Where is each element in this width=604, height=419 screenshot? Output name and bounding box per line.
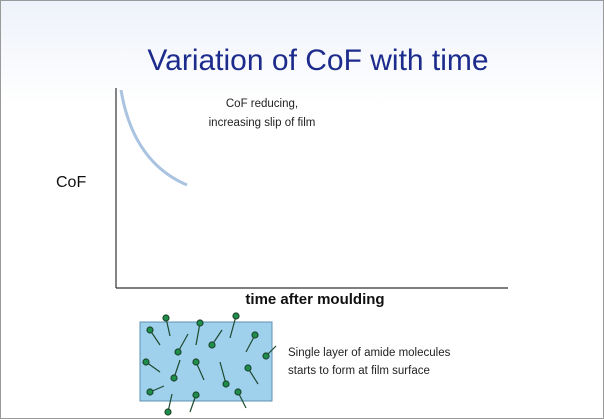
caption-line: Single layer of amide molecules bbox=[288, 347, 451, 359]
y-axis-label: CoF bbox=[56, 174, 86, 191]
film-illustration bbox=[140, 313, 276, 415]
slide: Variation of CoF with time CoF time afte… bbox=[0, 0, 604, 419]
slide-title: Variation of CoF with time bbox=[147, 44, 488, 77]
annotation-line: CoF reducing, bbox=[226, 98, 298, 110]
page: Variation of CoF with time CoF time afte… bbox=[0, 0, 604, 419]
x-axis-label: time after moulding bbox=[245, 291, 384, 308]
caption-line: starts to form at film surface bbox=[288, 365, 430, 377]
annotation-line: increasing slip of film bbox=[209, 117, 316, 129]
